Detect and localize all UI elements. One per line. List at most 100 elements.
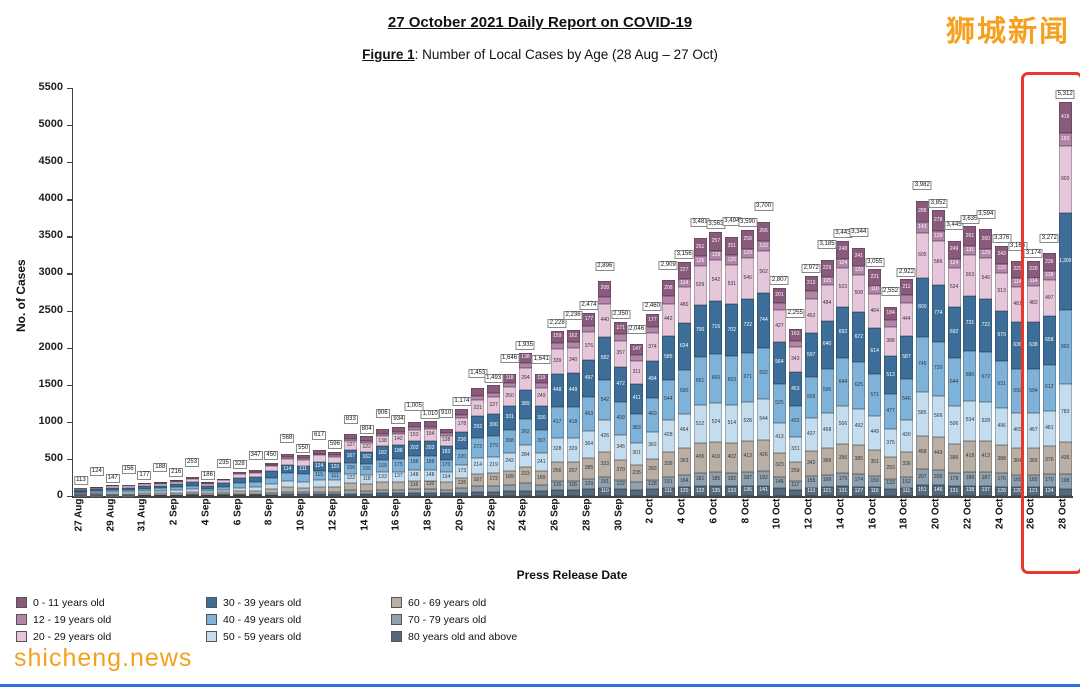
segment-20---29-years-old: 523 xyxy=(836,268,850,308)
bar-total-label: 3,272 xyxy=(1039,233,1059,243)
legend-item: 80 years old and above xyxy=(391,628,611,645)
segment-30---39-years-old: 716 xyxy=(709,300,723,354)
segment-12---19-years-old xyxy=(630,355,644,361)
x-tick-label: 27 Aug xyxy=(73,498,85,532)
segment-70---79-years-old xyxy=(376,490,390,494)
x-tick-label: 18 Oct xyxy=(898,498,910,530)
bar-total-label: 1,174 xyxy=(452,397,472,407)
segment-0---11-years-old: 243 xyxy=(995,245,1009,264)
segment-50---59-years-old: 528 xyxy=(979,402,993,442)
segment-0---11-years-old xyxy=(90,486,104,488)
segment-60---69-years-old: 342 xyxy=(804,450,818,477)
segment-40---49-years-old: 745 xyxy=(915,336,929,393)
segment-30---39-years-old: 472 xyxy=(614,367,628,403)
segment-12---19-years-old xyxy=(391,431,405,435)
segment-60---69-years-old: 257 xyxy=(566,462,580,482)
segment-30---39-years-old: 331 xyxy=(503,405,517,431)
stacked-bar: 111 120 xyxy=(328,451,342,496)
bar-12-sep: 111 120 596 xyxy=(327,88,343,496)
legend-label: 70 - 79 years old xyxy=(408,613,487,626)
segment-70---79-years-old: 159 xyxy=(868,475,882,488)
segment-60---69-years-old xyxy=(280,487,294,493)
segment-0---11-years-old xyxy=(137,482,151,484)
segment-12---19-years-old: 131 xyxy=(963,245,977,256)
segment-20---29-years-old: 427 xyxy=(772,310,786,342)
bar-6-sep: 328 xyxy=(232,88,248,496)
segment-70---79-years-old: 198 xyxy=(1058,474,1072,489)
segment-0---11-years-old xyxy=(455,408,469,416)
bar-total-label: 3,590 xyxy=(738,218,758,228)
segment-50---59-years-old: 134 xyxy=(439,472,453,483)
stacked-bar: 120 164 363 464 590 634 480 114 227 xyxy=(677,261,691,496)
segment-70---79-years-old xyxy=(344,490,358,494)
segment-80-years-old-and-above xyxy=(391,493,405,496)
stacked-bar: 223 284 362 389 294 138 xyxy=(518,352,532,496)
segment-60---69-years-old xyxy=(169,492,183,495)
bar-2-oct: 128 283 362 460 494 374 177 2,460 xyxy=(642,88,662,496)
segment-70---79-years-old: 187 xyxy=(741,472,755,486)
segment-70---79-years-old xyxy=(153,494,167,496)
segment-70---79-years-old xyxy=(439,489,453,494)
segment-20---29-years-old: 339 xyxy=(550,348,564,374)
legend-swatch xyxy=(206,631,217,642)
segment-70---79-years-old xyxy=(217,494,231,496)
segment-60---69-years-old xyxy=(217,492,231,495)
segment-60---69-years-old: 293 xyxy=(884,457,898,479)
segment-50---59-years-old xyxy=(153,491,167,494)
segment-0---11-years-old: 177 xyxy=(582,312,596,326)
bar-16-sep: 137 175 188 142 934 xyxy=(391,88,407,496)
segment-80-years-old-and-above xyxy=(328,494,342,496)
segment-80-years-old-and-above xyxy=(471,491,485,496)
x-axis-title: Press Release Date xyxy=(516,568,628,582)
stacked-bar: 116 257 329 418 449 340 162 xyxy=(566,330,580,496)
segment-50---59-years-old xyxy=(264,484,278,490)
bar-5-oct: 132 181 400 512 651 700 529 125 251 3,481 xyxy=(690,88,710,496)
segment-12---19-years-old xyxy=(407,426,421,430)
bar-total-label: 1,641 xyxy=(531,354,551,364)
segment-40---49-years-old: 463 xyxy=(582,396,596,432)
bar-total-label: 3,852 xyxy=(928,198,948,208)
segment-70---79-years-old: 133 xyxy=(884,478,898,489)
segment-80-years-old-and-above xyxy=(249,495,263,496)
segment-60---69-years-old xyxy=(391,481,405,490)
segment-30---39-years-old: 330 xyxy=(534,405,548,431)
segment-20---29-years-old xyxy=(122,485,136,488)
segment-30---39-years-old: 636 xyxy=(1011,322,1025,370)
segment-20---29-years-old: 154 xyxy=(423,429,437,441)
segment-50---59-years-old xyxy=(90,492,104,495)
segment-50---59-years-old: 364 xyxy=(582,431,596,459)
segment-20---29-years-old: 513 xyxy=(995,272,1009,311)
bar-13-oct: 121 166 366 468 596 640 484 115 229 3,185 xyxy=(817,88,837,496)
segment-20---29-years-old: 388 xyxy=(884,327,898,356)
segment-40---49-years-old: 439 xyxy=(614,402,628,435)
segment-50---59-years-old xyxy=(328,480,342,487)
segment-0---11-years-old: 257 xyxy=(709,231,723,251)
segment-40---49-years-old: 362 xyxy=(518,418,532,446)
bar-total-label: 1,453 xyxy=(468,368,488,378)
segment-12---19-years-old xyxy=(296,458,310,460)
segment-70---79-years-old xyxy=(630,482,644,491)
segment-20---29-years-old xyxy=(185,479,199,483)
segment-30---39-years-old: 1,309 xyxy=(1058,213,1072,311)
bar-total-label: 2,972 xyxy=(801,264,821,274)
segment-30---39-years-old: 800 xyxy=(915,277,929,337)
segment-12---19-years-old xyxy=(598,296,612,305)
bar-17-sep: 116 148 188 202 153 1,005 xyxy=(404,88,424,496)
segment-40---49-years-old: 594 xyxy=(1026,369,1040,414)
bar-total-label: 156 xyxy=(121,464,136,474)
segment-20---29-years-old xyxy=(312,455,326,463)
segment-12---19-years-old: 124 xyxy=(947,258,961,269)
segment-30---39-years-old: 203 xyxy=(423,440,437,456)
segment-80-years-old-and-above: 128 xyxy=(995,486,1009,496)
stacked-bar: 129 285 364 463 497 376 177 xyxy=(582,312,596,496)
segment-70---79-years-old: 182 xyxy=(725,472,739,487)
segment-40---49-years-old xyxy=(217,486,231,490)
segment-20---29-years-old: 542 xyxy=(709,260,723,301)
segment-40---49-years-old: 666 xyxy=(709,353,723,404)
segment-50---59-years-old xyxy=(122,491,136,494)
x-tick-label: 18 Sep xyxy=(422,498,434,531)
bar-total-label: 2,896 xyxy=(595,261,615,271)
bar-total-label: 1,010 xyxy=(420,409,440,419)
segment-0---11-years-old xyxy=(328,451,342,455)
segment-70---79-years-old: 151 xyxy=(598,476,612,488)
